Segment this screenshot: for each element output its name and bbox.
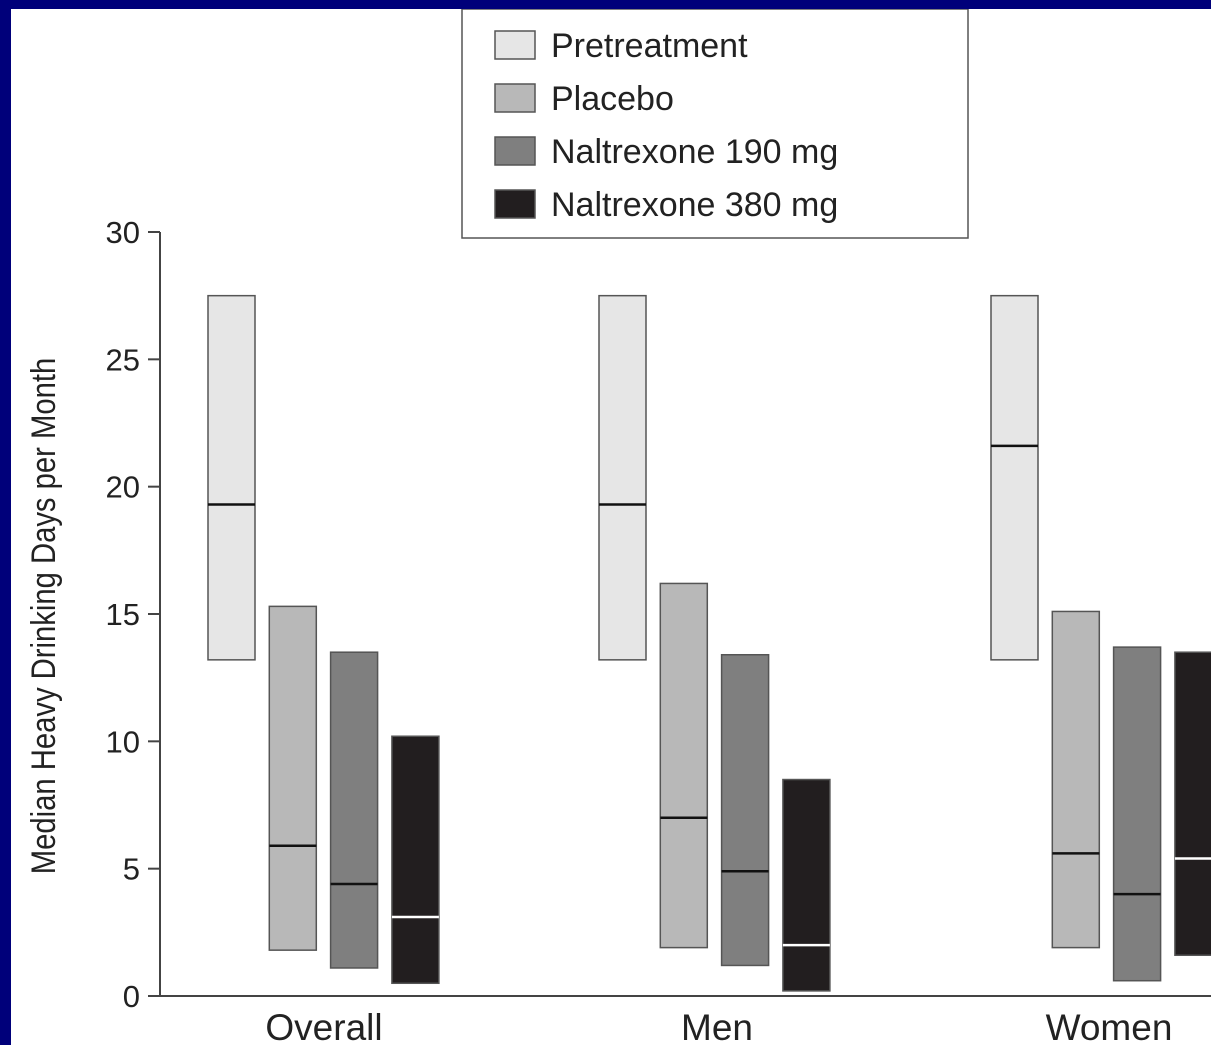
y-tick-label: 5 [123, 852, 140, 887]
y-tick-label: 10 [106, 724, 140, 759]
range-bar-men-placebo [659, 582, 709, 949]
legend-label-pretreatment: Pretreatment [551, 27, 748, 65]
legend-swatch-naltrexone-190-mg [494, 136, 536, 166]
legend-label-placebo: Placebo [551, 80, 674, 118]
range-bar-overall-naltrexone-380-mg [391, 735, 440, 985]
legend-swatch-naltrexone-380-mg [494, 189, 536, 219]
legend: Pretreatment Placebo Naltrexone 190 mg Nalt… [461, 9, 969, 239]
range-bar-women-naltrexone-190-mg [1112, 646, 1162, 982]
legend-swatch-pretreatment [494, 30, 536, 60]
legend-label-naltrexone-190-mg: Naltrexone 190 mg [551, 133, 838, 171]
y-tick-label: 25 [106, 342, 140, 377]
y-tick-label: 0 [123, 979, 140, 1014]
x-category-label: Women [1046, 1007, 1173, 1045]
x-category-label: Overall [265, 1007, 382, 1045]
x-category-labels: Overall Men Women [265, 1007, 1172, 1045]
range-bar-women-pretreatment [990, 294, 1039, 661]
y-axis-title: Median Heavy Drinking Days per Month [24, 358, 63, 874]
y-ticks: 0 5 10 15 20 25 30 [106, 215, 160, 1014]
range-chart: 0 5 10 15 20 25 30 Overall Men Women Median Heav… [24, 9, 1211, 1045]
range-bar-overall-pretreatment [207, 294, 256, 661]
axes: 0 5 10 15 20 25 30 Overall Men Women Median Heav… [24, 215, 1211, 1045]
range-bar-women-placebo [1051, 610, 1101, 949]
y-tick-label: 15 [106, 597, 140, 632]
legend-label-naltrexone-380-mg: Naltrexone 380 mg [551, 186, 838, 224]
range-bar-women-naltrexone-380-mg [1174, 651, 1211, 957]
bars [207, 294, 1211, 992]
y-tick-label: 20 [106, 470, 140, 505]
range-bar-overall-placebo [268, 605, 318, 951]
range-bar-men-naltrexone-380-mg [782, 778, 831, 992]
chart-panel: 0 5 10 15 20 25 30 Overall Men Women Median Heav… [11, 9, 1211, 1045]
range-bar-men-pretreatment [598, 294, 647, 661]
y-tick-label: 30 [106, 215, 140, 250]
range-bar-overall-naltrexone-190-mg [329, 651, 379, 969]
range-bar-men-naltrexone-190-mg [720, 653, 770, 967]
x-category-label: Men [681, 1007, 753, 1045]
legend-swatch-placebo [494, 83, 536, 113]
legend-box [461, 9, 969, 239]
